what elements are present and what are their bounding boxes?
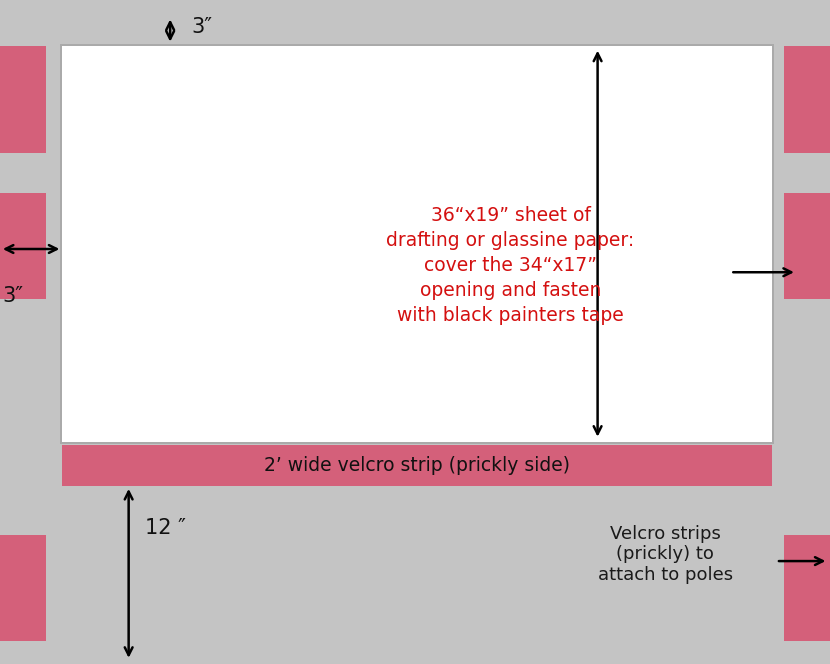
Text: 2’ wide velcro strip (prickly side): 2’ wide velcro strip (prickly side) — [264, 456, 570, 475]
Text: 3″: 3″ — [191, 17, 212, 37]
Bar — [0, 193, 46, 299]
Bar — [62, 46, 772, 442]
Bar — [784, 193, 830, 299]
Text: Velcro strips
(prickly) to
attach to poles: Velcro strips (prickly) to attach to pol… — [598, 525, 733, 584]
Bar — [0, 535, 46, 641]
Bar — [784, 46, 830, 153]
Text: 3″: 3″ — [2, 286, 23, 305]
Bar — [784, 535, 830, 641]
Text: 36“x19” sheet of
drafting or glassine paper:
cover the 34“x17”
opening and faste: 36“x19” sheet of drafting or glassine pa… — [386, 206, 635, 325]
Bar — [0, 46, 46, 153]
Text: 12 ″: 12 ″ — [145, 518, 186, 538]
Bar — [62, 445, 772, 486]
Bar — [60, 44, 774, 444]
